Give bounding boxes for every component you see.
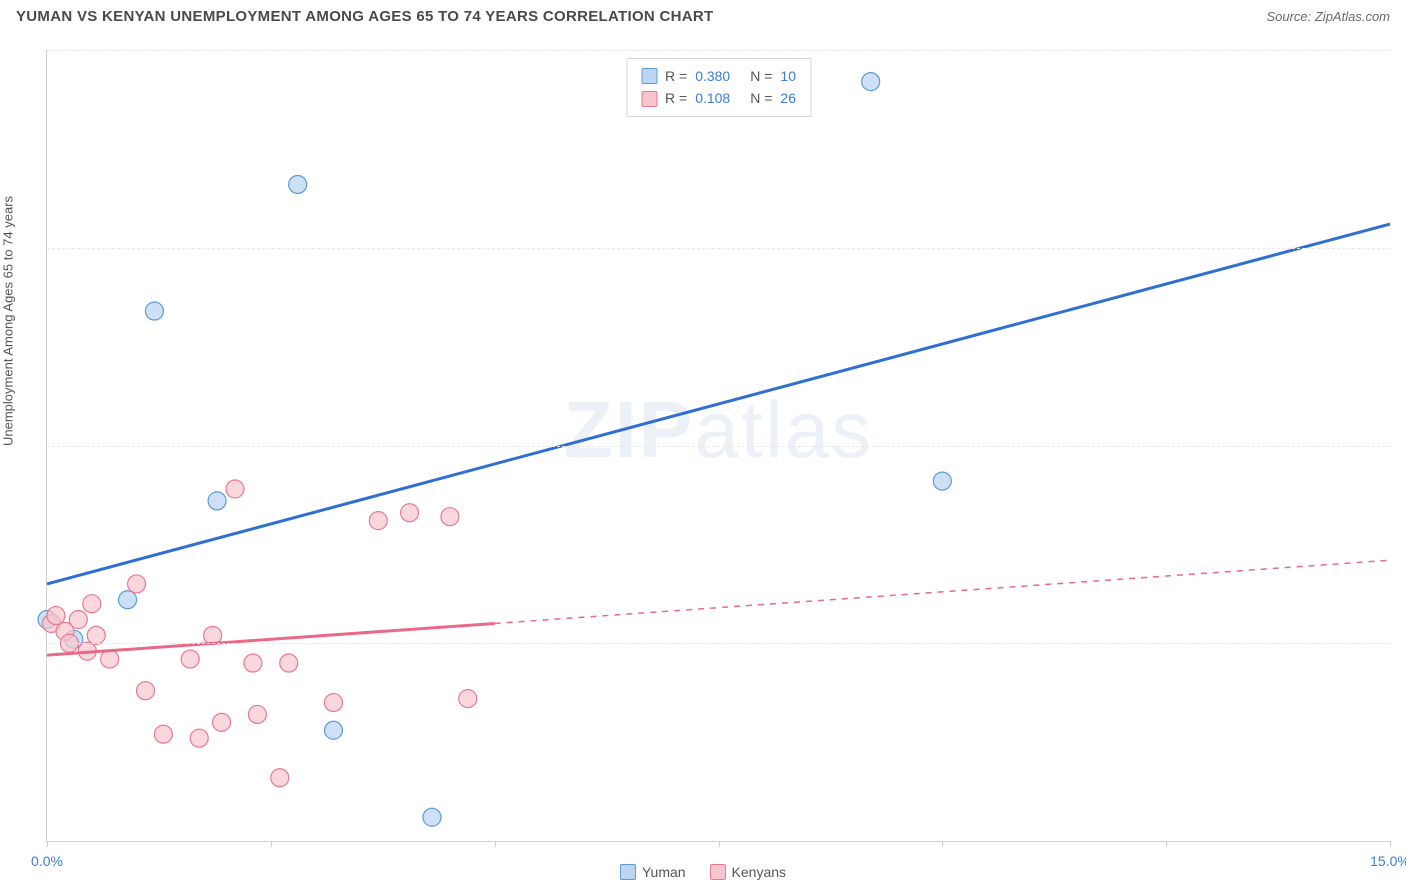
data-point xyxy=(181,650,199,668)
legend-swatch xyxy=(641,68,657,84)
data-point xyxy=(119,591,137,609)
x-tick-mark xyxy=(942,841,943,847)
data-point xyxy=(401,504,419,522)
gridline xyxy=(47,50,1390,51)
data-point xyxy=(145,302,163,320)
x-tick-mark xyxy=(47,841,48,847)
legend-n-label: N = xyxy=(750,87,772,109)
legend-swatch xyxy=(620,864,636,880)
data-point xyxy=(271,769,289,787)
data-point xyxy=(47,607,65,625)
data-point xyxy=(423,808,441,826)
series-legend-item: Kenyans xyxy=(710,864,786,880)
data-point xyxy=(69,611,87,629)
trend-line xyxy=(47,224,1390,584)
data-point xyxy=(190,729,208,747)
data-point xyxy=(154,725,172,743)
legend-n-value: 10 xyxy=(780,65,796,87)
series-legend: Yuman Kenyans xyxy=(620,864,786,880)
series-legend-item: Yuman xyxy=(620,864,686,880)
y-tick-label: 20.0% xyxy=(1395,42,1406,58)
legend-n-label: N = xyxy=(750,65,772,87)
x-tick-mark xyxy=(1166,841,1167,847)
legend-r-value: 0.108 xyxy=(695,87,730,109)
data-point xyxy=(248,705,266,723)
data-point xyxy=(441,508,459,526)
correlation-legend-row: R = 0.108 N = 26 xyxy=(641,87,796,109)
x-tick-label: 0.0% xyxy=(31,853,63,869)
data-point xyxy=(933,472,951,490)
data-point xyxy=(289,175,307,193)
trend-line xyxy=(47,623,495,655)
y-tick-label: 5.0% xyxy=(1395,635,1406,651)
x-tick-mark xyxy=(719,841,720,847)
x-tick-mark xyxy=(271,841,272,847)
series-legend-label: Kenyans xyxy=(732,864,786,880)
gridline xyxy=(47,643,1390,644)
data-point xyxy=(369,512,387,530)
x-tick-mark xyxy=(1390,841,1391,847)
legend-r-label: R = xyxy=(665,87,687,109)
chart-header: YUMAN VS KENYAN UNEMPLOYMENT AMONG AGES … xyxy=(0,0,1406,33)
series-legend-label: Yuman xyxy=(642,864,686,880)
correlation-legend: R = 0.380 N = 10 R = 0.108 N = 26 xyxy=(626,58,811,117)
gridline xyxy=(47,248,1390,249)
gridline xyxy=(47,446,1390,447)
data-point xyxy=(213,713,231,731)
y-tick-label: 15.0% xyxy=(1395,240,1406,256)
data-point xyxy=(208,492,226,510)
correlation-legend-row: R = 0.380 N = 10 xyxy=(641,65,796,87)
legend-r-label: R = xyxy=(665,65,687,87)
legend-r-value: 0.380 xyxy=(695,65,730,87)
data-point xyxy=(244,654,262,672)
data-point xyxy=(280,654,298,672)
legend-n-value: 26 xyxy=(780,87,796,109)
trend-line-extrapolated xyxy=(495,560,1390,623)
data-point xyxy=(128,575,146,593)
data-point xyxy=(325,694,343,712)
data-point xyxy=(101,650,119,668)
data-point xyxy=(862,73,880,91)
y-tick-label: 10.0% xyxy=(1395,438,1406,454)
legend-swatch xyxy=(710,864,726,880)
data-point xyxy=(459,690,477,708)
data-point xyxy=(83,595,101,613)
data-point xyxy=(226,480,244,498)
legend-swatch xyxy=(641,91,657,107)
x-tick-label: 15.0% xyxy=(1370,853,1406,869)
chart-title: YUMAN VS KENYAN UNEMPLOYMENT AMONG AGES … xyxy=(16,8,714,25)
data-point xyxy=(325,721,343,739)
y-axis-label: Unemployment Among Ages 65 to 74 years xyxy=(1,196,16,446)
chart-source: Source: ZipAtlas.com xyxy=(1266,9,1390,24)
chart-plot-area: ZIPatlas R =0.380N =10R =0.108N =26 5.0%… xyxy=(46,50,1390,842)
data-point xyxy=(136,682,154,700)
x-tick-mark xyxy=(495,841,496,847)
data-point xyxy=(87,626,105,644)
